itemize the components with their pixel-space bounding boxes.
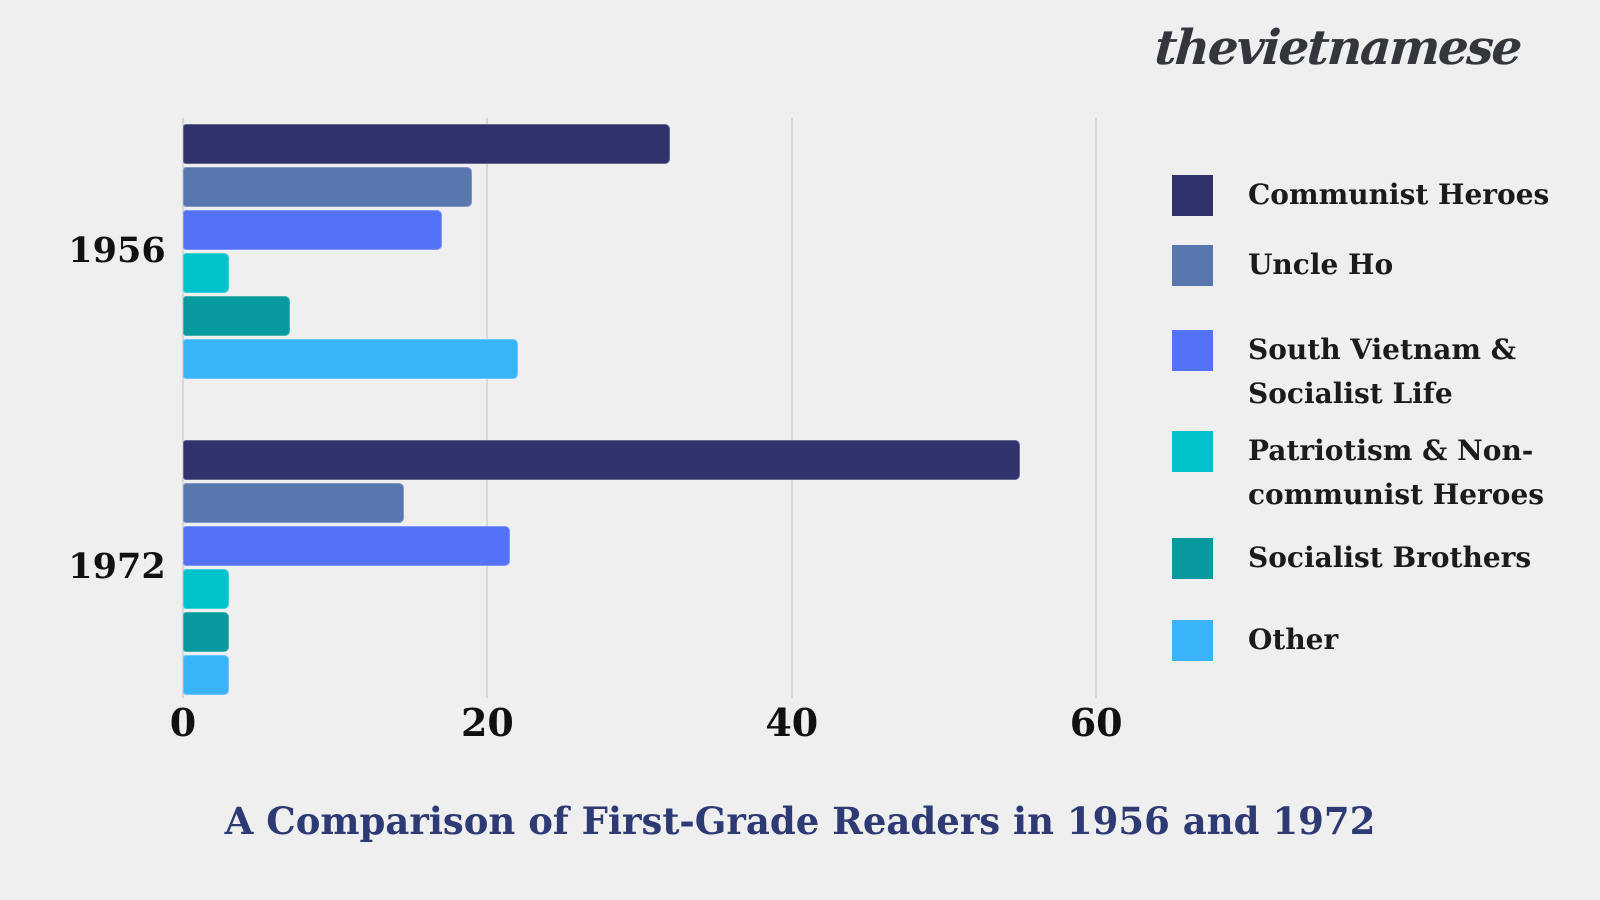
x-tick-label-0: 0 [169,700,197,745]
bar-1956-socialist-brothers [183,296,290,336]
chart-title: A Comparison of First-Grade Readers in 1… [224,799,1376,843]
bar-1956-south-vietnam-socialist-life [183,210,442,250]
legend-label-uncle-ho: Uncle Ho [1248,248,1394,281]
bar-1956-other [183,339,518,379]
bar-1956-uncle-ho [183,167,472,207]
legend-label-patriotism-non-communist-heroes: Patriotism & Non-communist Heroes [1248,434,1545,511]
bar-1972-socialist-brothers [183,612,229,652]
bar-1956-patriotism-non-communist-heroes [183,253,229,293]
bar-1972-communist-heroes [183,440,1020,480]
legend-swatch-patriotism-non-communist-heroes [1172,431,1213,472]
bar-1972-patriotism-non-communist-heroes [183,569,229,609]
legend-swatch-socialist-brothers [1172,538,1213,579]
bar-1956-communist-heroes [183,124,670,164]
legend-swatch-south-vietnam-socialist-life [1172,330,1213,371]
bar-1972-other [183,655,229,695]
gridline-x-60 [1095,118,1098,698]
legend-label-other: Other [1248,623,1339,656]
gridline-x-0 [182,118,184,698]
gridline-x-20 [486,118,489,698]
bar-1972-uncle-ho [183,483,404,523]
legend-label-communist-heroes: Communist Heroes [1248,178,1550,211]
legend-label-south-vietnam-socialist-life: South Vietnam & Socialist Life [1248,333,1517,410]
legend-swatch-uncle-ho [1172,245,1213,286]
x-tick-label-20: 20 [460,700,514,745]
legend-label-socialist-brothers: Socialist Brothers [1248,541,1532,574]
gridline-x-40 [790,118,793,698]
x-tick-label-40: 40 [765,700,819,745]
y-axis-label-1972: 1972 [68,546,166,587]
bar-1972-south-vietnam-socialist-life [183,526,510,566]
site-logo: thevietnamese [1152,20,1522,76]
y-axis-label-1956: 1956 [68,230,166,271]
legend-swatch-communist-heroes [1172,175,1213,216]
legend-swatch-other [1172,620,1213,661]
x-tick-label-60: 60 [1069,700,1123,745]
